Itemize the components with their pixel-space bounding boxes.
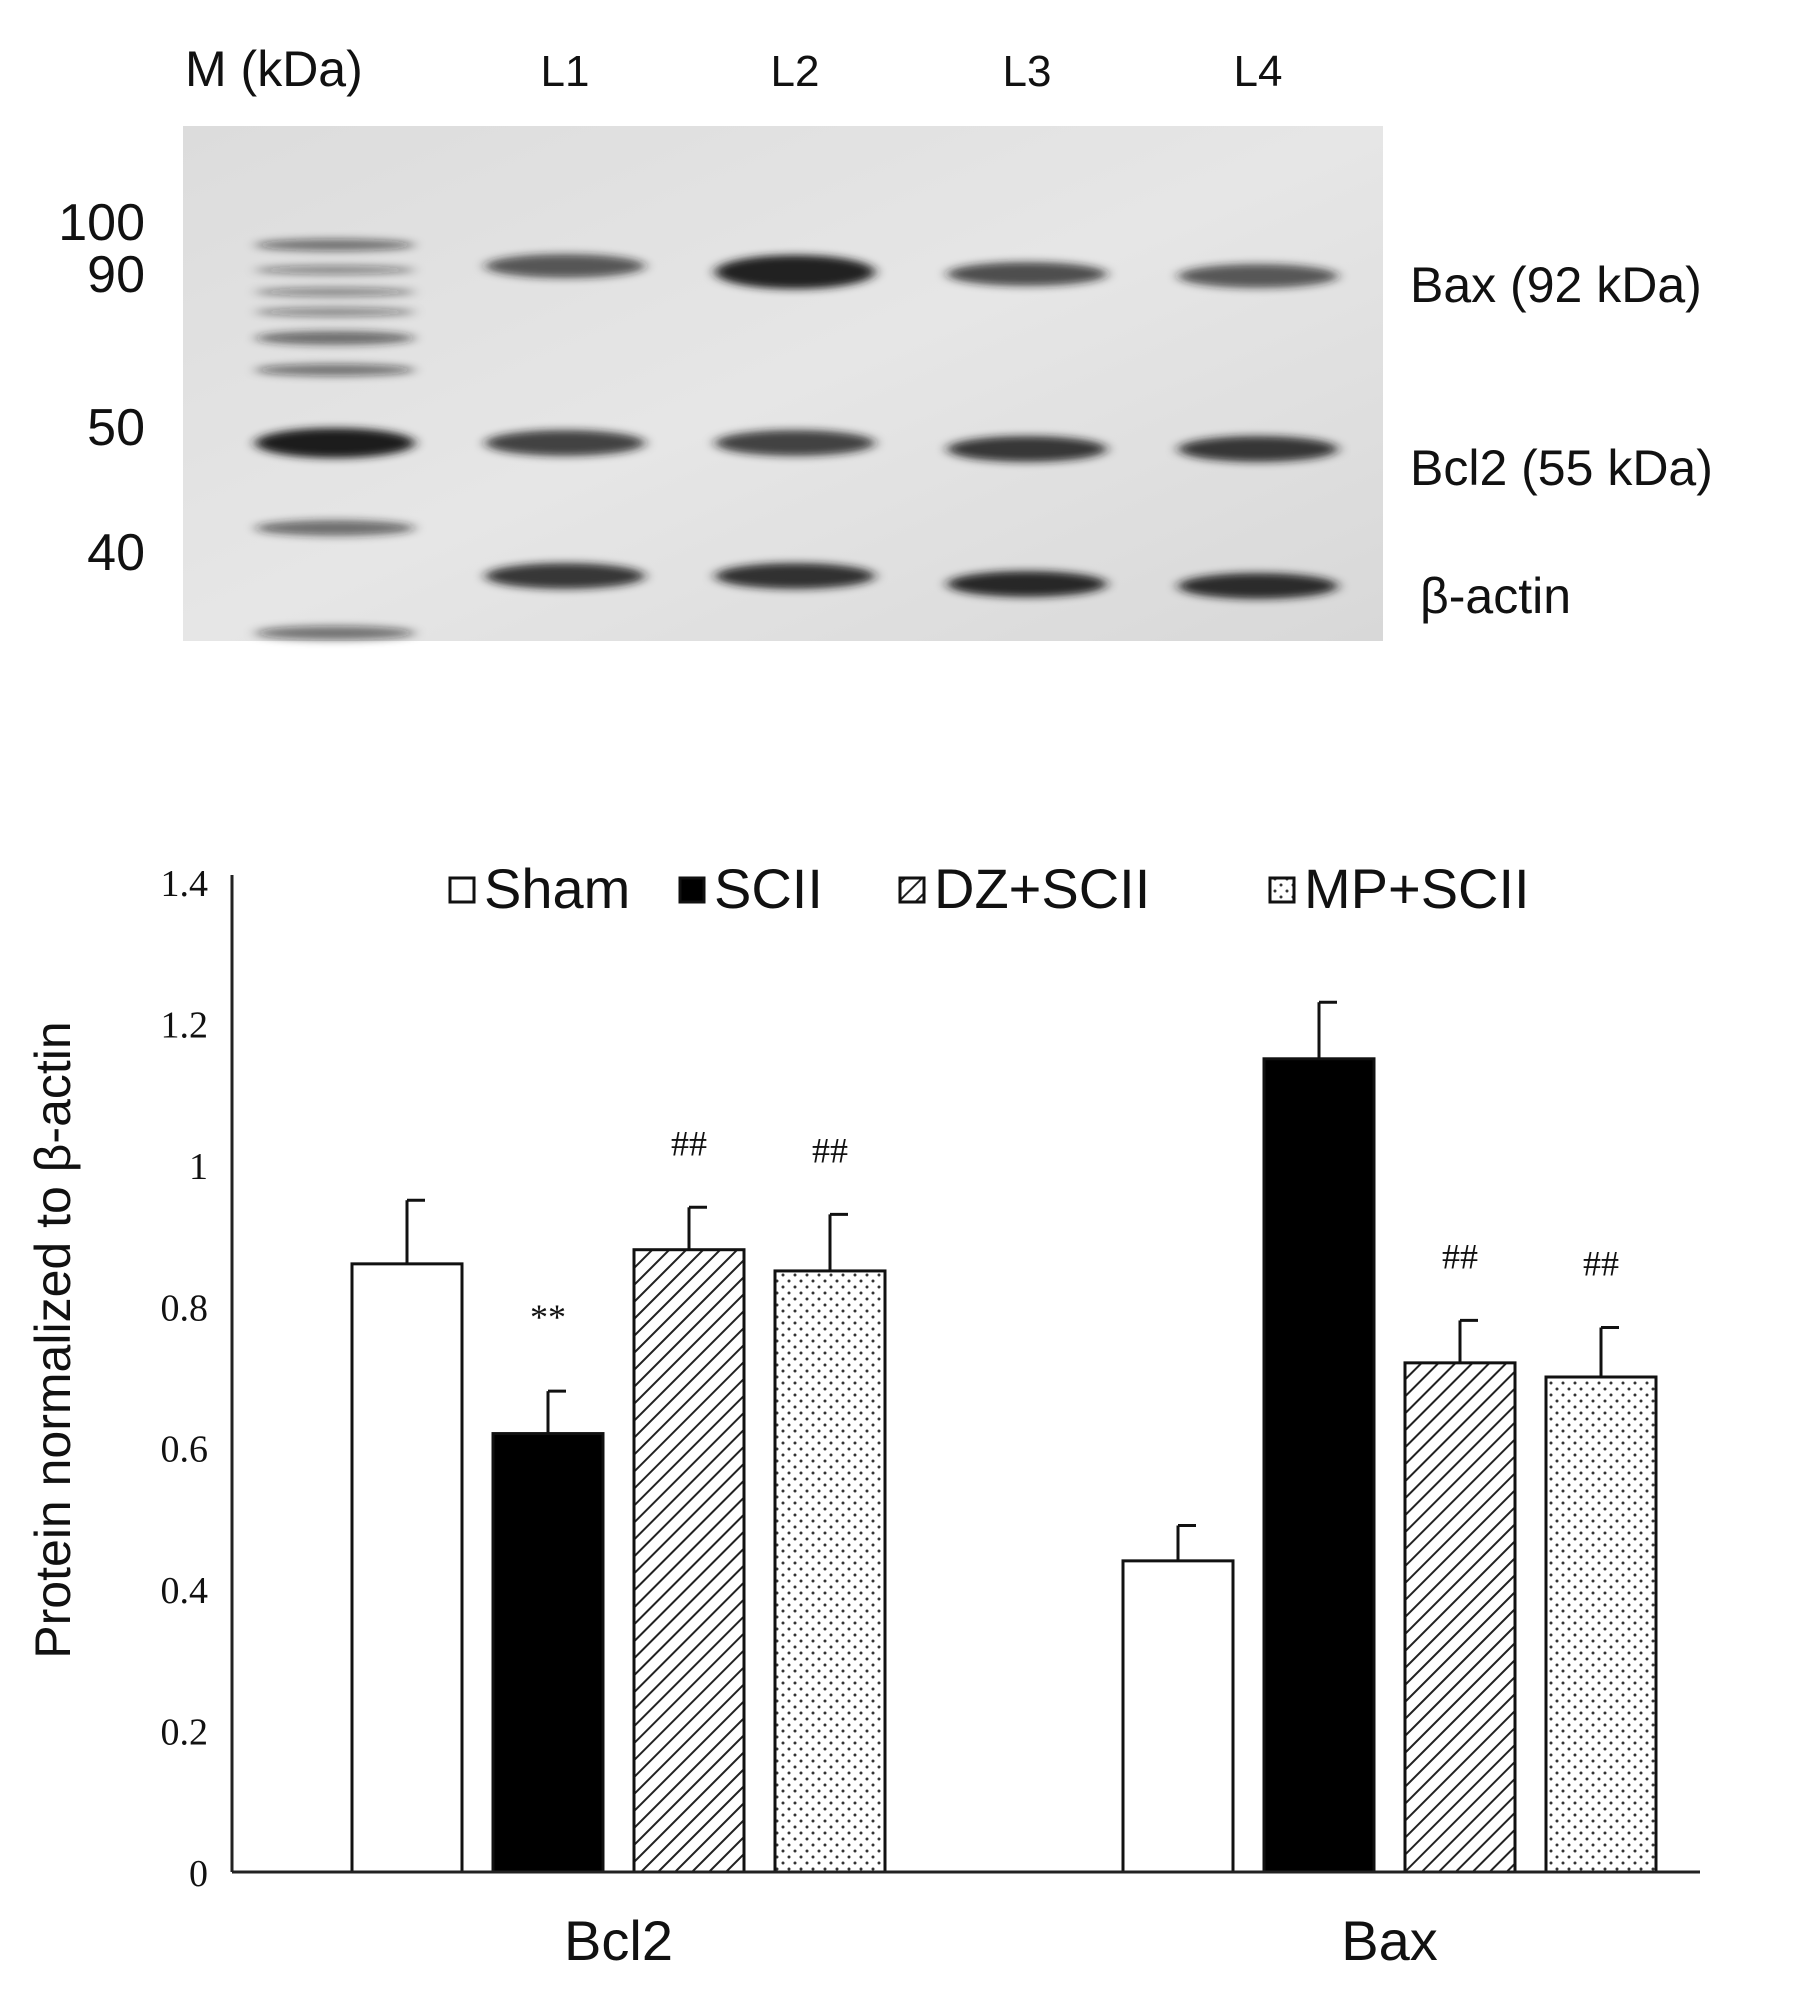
bar xyxy=(1403,1361,1517,1874)
legend-swatch xyxy=(898,876,926,904)
bar xyxy=(773,1269,887,1874)
y-tick-label: 0.8 xyxy=(161,1287,209,1329)
protein-band xyxy=(485,563,645,589)
error-bars xyxy=(405,1000,1619,1561)
band-label: Bcl2 (55 kDa) xyxy=(1410,440,1713,496)
y-tick-label: 0.2 xyxy=(161,1712,209,1754)
lane-label: L4 xyxy=(1234,47,1283,96)
legend-swatch xyxy=(1268,876,1296,904)
legend-label: DZ+SCII xyxy=(934,857,1150,920)
legend: Sham SCII DZ+SCII MP+SCII xyxy=(448,857,1530,920)
protein-band xyxy=(1178,436,1338,462)
significance-mark: ## xyxy=(1583,1244,1619,1284)
band-labels: Bax (92 kDa) Bcl2 (55 kDa) β-actin xyxy=(1410,257,1713,624)
legend-swatch xyxy=(678,876,706,904)
bar xyxy=(1121,1559,1235,1874)
x-category-label: Bcl2 xyxy=(564,1909,673,1972)
protein-band xyxy=(255,331,415,345)
significance-mark: ## xyxy=(671,1123,707,1163)
marker-weight-label: 90 xyxy=(87,246,145,304)
y-tick-label: 0.4 xyxy=(161,1570,209,1612)
x-category-label: Bax xyxy=(1341,1909,1438,1972)
significance-marks: ** ## ## ## ## xyxy=(530,1123,1619,1337)
protein-band xyxy=(255,239,415,251)
y-tick-label: 0 xyxy=(189,1853,208,1895)
protein-band xyxy=(255,265,415,275)
significance-mark: ## xyxy=(1442,1236,1478,1276)
bar xyxy=(1262,1057,1376,1874)
lane-label: L2 xyxy=(771,47,820,96)
marker-weight-label: 100 xyxy=(58,194,145,252)
protein-band xyxy=(947,436,1107,462)
protein-band xyxy=(255,428,415,458)
protein-band xyxy=(485,254,645,278)
bar xyxy=(632,1248,746,1874)
legend-label: SCII xyxy=(714,857,823,920)
protein-band xyxy=(947,571,1107,597)
x-axis-labels: Bcl2 Bax xyxy=(564,1909,1438,1972)
band-label: β-actin xyxy=(1420,568,1571,624)
bars xyxy=(350,1057,1658,1874)
bar xyxy=(1544,1375,1658,1874)
protein-band xyxy=(715,255,875,289)
legend-label: Sham xyxy=(484,857,630,920)
marker-weight-label: 40 xyxy=(87,524,145,582)
significance-mark: ## xyxy=(812,1130,848,1170)
protein-band xyxy=(715,563,875,589)
protein-band xyxy=(947,262,1107,286)
y-axis-label: Protein normalized to β-actin xyxy=(25,1021,81,1658)
protein-band xyxy=(255,364,415,376)
protein-band xyxy=(255,520,415,536)
lane-label: L3 xyxy=(1003,47,1052,96)
protein-band xyxy=(255,626,415,640)
protein-band xyxy=(1178,573,1338,599)
bar xyxy=(491,1432,605,1874)
lane-label: L1 xyxy=(541,47,590,96)
band-label: Bax (92 kDa) xyxy=(1410,257,1702,313)
y-tick-label: 1.2 xyxy=(161,1004,209,1046)
blot-bands xyxy=(255,239,1338,640)
protein-band xyxy=(255,307,415,317)
legend-swatch xyxy=(448,876,476,904)
blot-membrane xyxy=(183,126,1383,641)
y-axis: 0 0.2 0.4 0.6 0.8 1 1.2 1.4 xyxy=(161,863,209,1895)
marker-header: M (kDa) xyxy=(185,41,363,97)
marker-weight-label: 50 xyxy=(87,399,145,457)
bar-chart: 00.20.40.60.811.21.4 **######## Bcl2 Bax … xyxy=(25,857,1700,1972)
protein-band xyxy=(715,430,875,456)
protein-band xyxy=(485,430,645,456)
protein-band xyxy=(1178,264,1338,288)
lane-labels: L1 L2 L3 L4 xyxy=(541,47,1283,96)
significance-mark: ** xyxy=(530,1297,566,1337)
y-tick-label: 1 xyxy=(189,1146,208,1188)
bar xyxy=(350,1262,464,1874)
legend-label: MP+SCII xyxy=(1304,857,1530,920)
protein-band xyxy=(255,287,415,297)
y-tick-label: 0.6 xyxy=(161,1429,209,1471)
y-tick-label: 1.4 xyxy=(161,863,209,905)
